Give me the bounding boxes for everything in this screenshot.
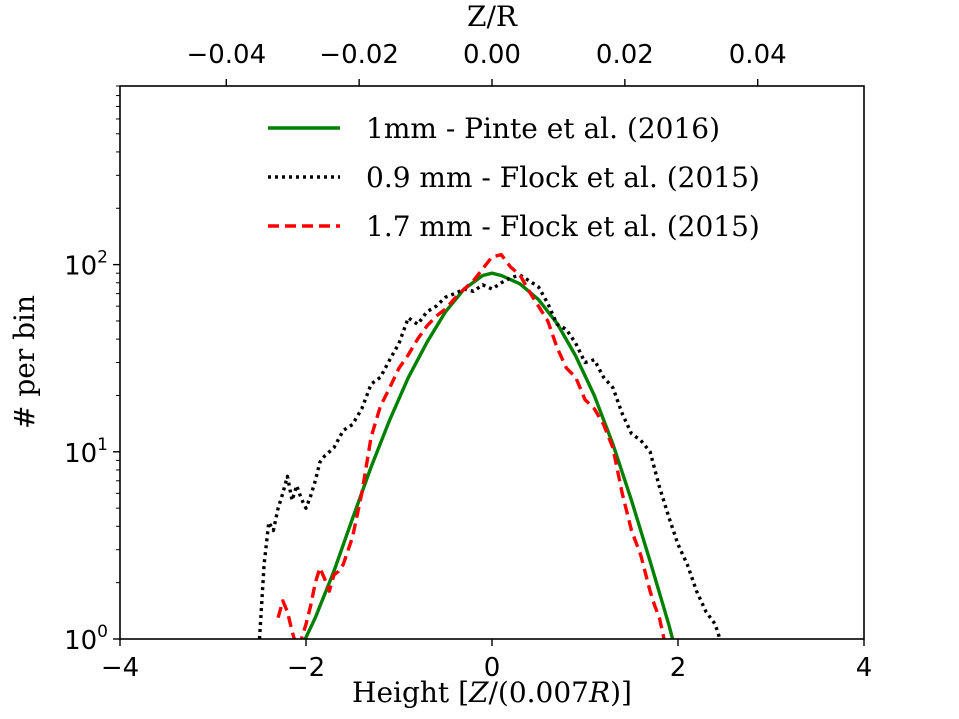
y-tick-label-0: 100 [64, 622, 108, 656]
y-tick-exp-2: 2 [97, 248, 108, 268]
y-tick-base-1: 10 [64, 439, 97, 469]
top-tick-label-4: 0.04 [729, 40, 787, 70]
y-tick-exp-1: 1 [97, 435, 108, 455]
y-axis-label: # per bin [8, 295, 41, 429]
x-axis-label-after: )] [610, 676, 632, 709]
top-tick-label-2: 0.00 [463, 40, 521, 70]
y-tick-base-0: 10 [64, 626, 97, 656]
x-axis-label: Height [Z/(0.007R)] [352, 676, 632, 709]
top-tick-label-0: −0.04 [186, 40, 266, 70]
series-line-1 [303, 271, 675, 639]
top-tick-label-1: −0.02 [319, 40, 399, 70]
legend-label-3: 1.7 mm - Flock et al. (2015) [366, 210, 760, 243]
x-axis-label-before: Height [ [352, 676, 469, 709]
x-tick-label-4: 4 [856, 653, 873, 683]
legend-label-1: 1mm - Pinte et al. (2016) [366, 112, 720, 145]
legend-label-2: 0.9 mm - Flock et al. (2015) [366, 161, 760, 194]
y-tick-base-2: 10 [64, 252, 97, 282]
top-tick-label-3: 0.02 [596, 40, 654, 70]
x-axis-label-z: Z [468, 676, 489, 709]
series-layer [257, 253, 722, 639]
y-tick-label-1: 101 [64, 435, 108, 469]
x-tick-label-0: −4 [101, 653, 139, 683]
top-axis-label: Z/R [467, 0, 518, 33]
y-tick-exp-0: 0 [97, 622, 108, 642]
x-axis-label-r: R [588, 676, 610, 709]
x-axis-label-slash: /(0.007 [488, 676, 589, 709]
x-tick-label-3: 2 [670, 653, 687, 683]
legend: 1mm - Pinte et al. (2016) 0.9 mm - Flock … [268, 112, 760, 243]
x-tick-label-1: −2 [287, 653, 325, 683]
series-line-3 [276, 253, 666, 639]
y-tick-label-2: 102 [64, 248, 108, 282]
x-tick-label-2: 0 [484, 653, 501, 683]
series-line-2 [257, 273, 722, 639]
